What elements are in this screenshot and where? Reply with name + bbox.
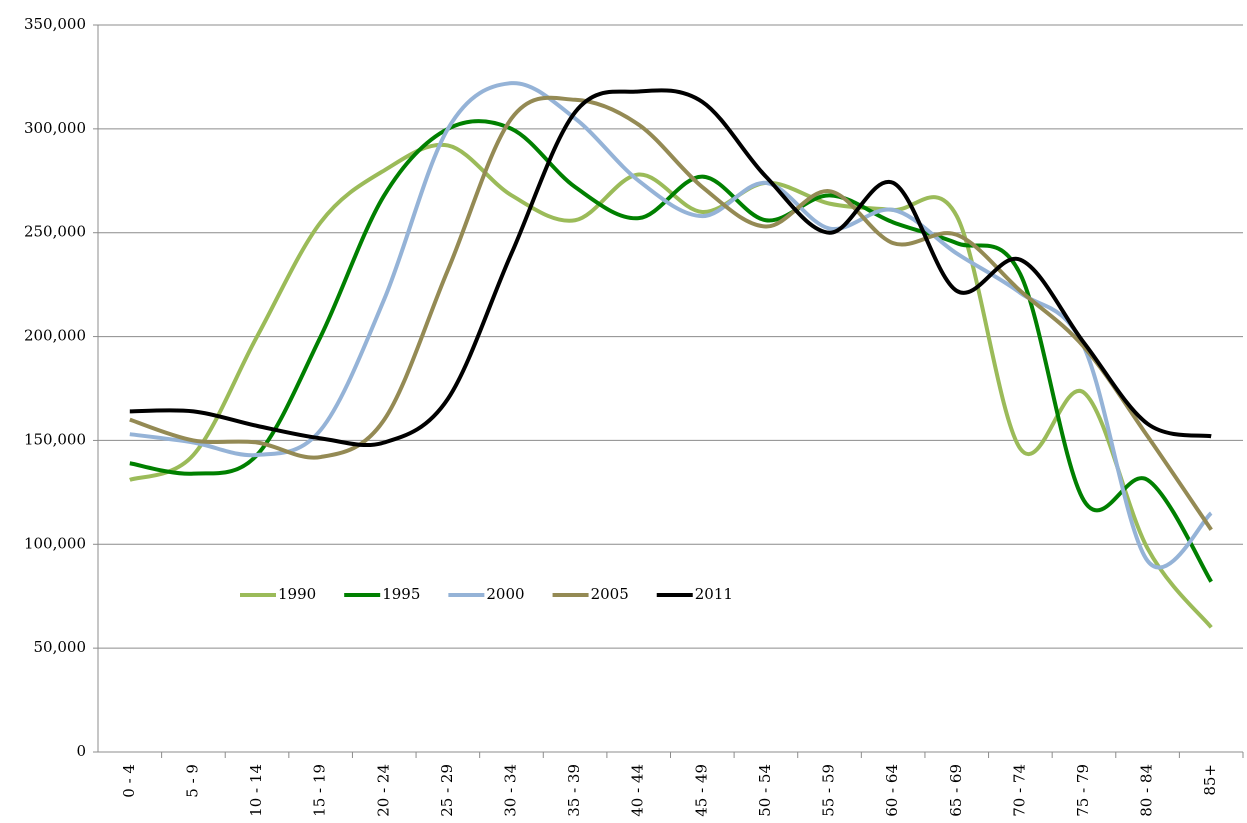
y-tick-label: 350,000	[24, 15, 86, 33]
x-tick-label: 35 - 39	[565, 764, 583, 817]
legend-label: 1990	[278, 585, 316, 603]
x-tick-label: 5 - 9	[183, 764, 201, 798]
y-tick-label: 150,000	[24, 430, 86, 448]
x-tick-label: 10 - 14	[247, 764, 265, 817]
x-tick-label: 20 - 24	[374, 764, 392, 817]
series-line	[129, 88, 1212, 447]
y-tick-label: 100,000	[24, 534, 86, 552]
x-tick-label: 50 - 54	[756, 764, 774, 817]
x-tick-label: 60 - 64	[883, 764, 901, 817]
legend-label: 2005	[591, 585, 629, 603]
x-tick-label: 55 - 59	[820, 764, 838, 817]
x-tick-label: 65 - 69	[947, 764, 965, 817]
x-tick-label: 80 - 84	[1138, 764, 1156, 817]
y-tick-label: 200,000	[24, 327, 86, 345]
x-tick-label: 40 - 44	[629, 764, 647, 817]
x-tick-label: 45 - 49	[692, 764, 710, 817]
series-line	[129, 142, 1213, 629]
y-tick-label: 50,000	[34, 638, 87, 656]
legend-label: 2000	[486, 585, 524, 603]
legend-label: 2011	[695, 585, 733, 603]
x-tick-label: 25 - 29	[438, 764, 456, 817]
y-tick-label: 0	[76, 742, 86, 760]
legend-label: 1995	[382, 585, 420, 603]
y-tick-label: 250,000	[24, 223, 86, 241]
x-tick-label: 0 - 4	[120, 764, 138, 798]
x-tick-label: 15 - 19	[311, 764, 329, 817]
x-tick-label: 30 - 34	[501, 764, 519, 817]
x-tick-label: 85+	[1201, 764, 1219, 796]
series-line	[129, 95, 1213, 531]
x-tick-label: 70 - 74	[1010, 764, 1028, 817]
y-tick-label: 300,000	[24, 119, 86, 137]
x-tick-label: 75 - 79	[1074, 764, 1092, 817]
